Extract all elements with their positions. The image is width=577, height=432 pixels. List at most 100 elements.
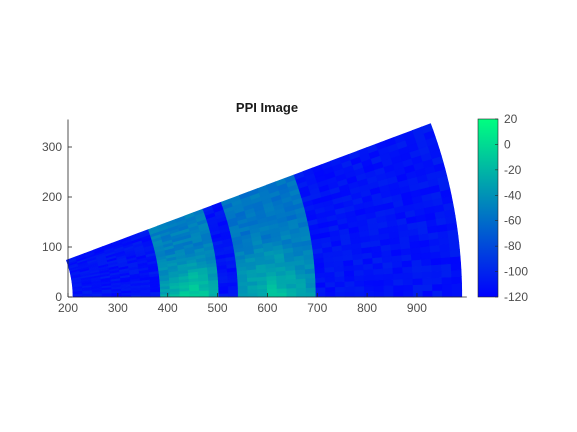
ppi-cell: [363, 274, 375, 281]
ppi-cell: [296, 292, 307, 298]
ppi-cell: [403, 290, 414, 298]
ppi-cell: [373, 279, 385, 287]
x-tick-label: 900: [407, 301, 427, 315]
ppi-cell: [305, 277, 317, 284]
ppi-cell: [391, 260, 403, 268]
axes: 200 300 400 500 600 700 800 900 0 100 200 300: [42, 119, 467, 315]
colorbar-tick-label: 20: [504, 112, 518, 126]
ppi-cell: [295, 282, 307, 289]
ppi-cell: [373, 273, 385, 281]
ppi-cell: [431, 277, 443, 285]
ppi-cell: [363, 279, 375, 287]
ppi-cell: [286, 292, 297, 298]
ppi-cell: [324, 276, 336, 283]
ppi-cell: [179, 293, 190, 298]
ppi-cell: [343, 270, 355, 277]
ppi-cell: [353, 269, 365, 276]
ppi-cell: [189, 293, 200, 298]
ppi-cell: [422, 283, 433, 292]
ppi-cell: [373, 285, 385, 292]
ppi-cell: [315, 286, 326, 293]
colorbar-tick-label: -60: [504, 214, 522, 228]
ppi-cell: [430, 250, 442, 259]
ppi-cell: [199, 293, 210, 298]
colorbar-tick-label: 0: [504, 137, 511, 151]
ppi-cell: [383, 279, 394, 286]
ppi-cell: [363, 268, 375, 276]
x-tick-label: 300: [108, 301, 128, 315]
ppi-cell: [402, 278, 414, 286]
ppi-cell: [451, 276, 462, 284]
ppi-cell: [295, 278, 307, 284]
ppi-cell: [266, 288, 278, 294]
ppi-cell: [411, 265, 423, 273]
ppi-cell: [431, 270, 443, 279]
ppi-cell: [257, 288, 268, 294]
ppi-cell: [247, 292, 258, 298]
ppi-cell: [440, 263, 452, 272]
ppi-cell: [421, 123, 434, 134]
ppi-cell: [315, 281, 326, 288]
ppi-cell: [412, 290, 424, 298]
ppi-cell: [344, 291, 356, 298]
ppi-cell: [344, 286, 356, 293]
ppi-cell: [325, 281, 336, 288]
y-tick-label: 100: [42, 240, 62, 254]
colorbar: 20 0 -20 -40 -60 -80 -100 -120: [477, 112, 528, 304]
ppi-cell: [305, 291, 317, 298]
ppi-cell: [276, 283, 288, 289]
ppi-cell: [237, 292, 249, 298]
ppi-cell: [325, 286, 336, 293]
colorbar-tick-label: -80: [504, 239, 522, 253]
ppi-cell: [440, 256, 452, 265]
ppi-cell: [305, 282, 317, 288]
ppi-cell: [218, 289, 229, 294]
ppi-cell: [228, 289, 239, 294]
ppi-cell: [276, 292, 288, 298]
ppi-cell: [286, 287, 297, 293]
ppi-cell: [451, 289, 463, 298]
ppi-cell: [422, 290, 433, 298]
ppi-cell: [421, 264, 433, 273]
ppi-cell: [169, 293, 181, 298]
ppi-cell: [305, 287, 317, 293]
ppi-cell: [431, 263, 442, 272]
ppi-cell: [383, 273, 394, 281]
ppi-cell: [344, 275, 355, 282]
ppi-cell: [383, 290, 395, 298]
ppi-cell: [383, 284, 395, 292]
x-tick-label: 600: [257, 301, 277, 315]
ppi-cell: [334, 281, 346, 288]
ppi-cell: [432, 283, 443, 291]
ppi-cell: [373, 290, 385, 298]
ppi-cell: [430, 257, 442, 266]
ppi-cell: [315, 276, 326, 283]
colorbar-tick-label: -120: [504, 290, 528, 304]
ppi-cell: [451, 283, 463, 291]
ppi-cell: [439, 250, 451, 259]
ppi-cell: [353, 274, 365, 282]
colorbar-gradient: [477, 118, 499, 298]
ppi-cell: [364, 291, 375, 298]
y-tick-label: 200: [42, 190, 62, 204]
x-tick-label: 200: [58, 301, 78, 315]
ppi-cell: [401, 259, 413, 268]
colorbar-tick-label: -100: [504, 265, 528, 279]
ppi-cell: [335, 291, 346, 298]
x-tick-label: 400: [158, 301, 178, 315]
ppi-cell: [412, 277, 424, 286]
ppi-cell: [450, 255, 461, 264]
ppi-cell: [364, 285, 375, 292]
ppi-cell: [373, 268, 384, 275]
ppi-cell: [257, 284, 268, 290]
ppi-cell: [218, 293, 229, 298]
x-tick-label: 800: [357, 301, 377, 315]
ppi-cell: [442, 290, 453, 298]
ppi-cell: [403, 284, 414, 292]
ppi-cell: [441, 283, 453, 291]
ppi-cell: [354, 291, 365, 298]
ppi-cell: [392, 266, 404, 274]
ppi-cell: [412, 284, 424, 292]
